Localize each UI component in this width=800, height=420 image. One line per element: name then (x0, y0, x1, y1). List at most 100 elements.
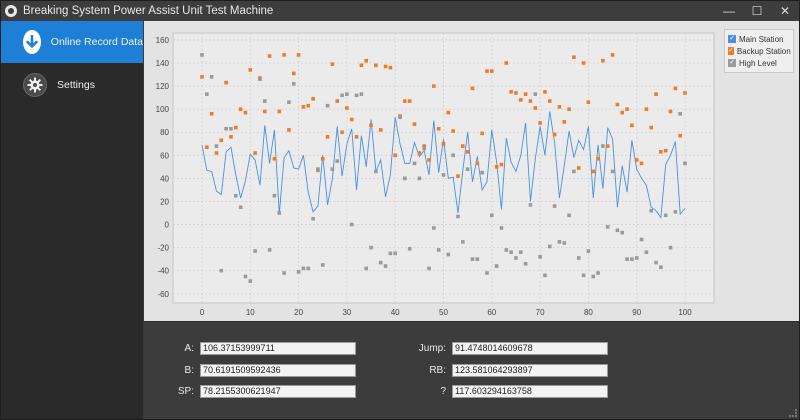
checkbox-checked-icon[interactable]: ✓ (728, 35, 736, 43)
high-level-point (272, 193, 277, 198)
high-level-point (325, 103, 330, 108)
high-level-point (287, 100, 291, 105)
high-level-point (644, 250, 649, 255)
backup-station-point (514, 91, 518, 95)
high-level-point (205, 92, 209, 96)
arrow-down-icon (23, 30, 41, 54)
backup-station-point (287, 128, 291, 132)
y-tick-label: 0 (165, 221, 170, 230)
high-level-point (543, 273, 547, 278)
backup-station-point (200, 75, 204, 79)
backup-station-point (364, 58, 369, 63)
backup-station-point (233, 125, 238, 130)
high-level-point (340, 93, 344, 98)
backup-station-point (620, 110, 625, 115)
x-tick-label: 50 (439, 308, 448, 317)
high-level-point (605, 225, 610, 229)
field-a-value[interactable]: 106.37153999711 (200, 341, 356, 355)
y-tick-label: 100 (156, 105, 170, 114)
x-tick-label: 30 (342, 308, 351, 317)
sidebar-item-settings[interactable]: Settings (1, 64, 143, 106)
field-rb-value[interactable]: 123.581064293897 (452, 363, 608, 377)
title-bar[interactable]: Breaking System Power Assist Unit Test M… (1, 1, 799, 21)
field-b: B: 70.6191509592436 (144, 363, 356, 377)
high-level-point (514, 256, 518, 260)
high-level-point (243, 274, 248, 279)
high-level-point (393, 251, 397, 256)
high-level-point (567, 213, 571, 218)
backup-station-point (610, 53, 615, 57)
backup-station-point (388, 65, 393, 70)
legend-item-high-level[interactable]: ✓ High Level (728, 57, 790, 69)
backup-station-point (205, 145, 209, 150)
backup-station-point (345, 106, 349, 110)
high-level-point (639, 237, 644, 242)
high-level-point (494, 264, 499, 268)
backup-station-point (248, 68, 253, 72)
field-jump: Jump: 91.4748014609678 (396, 341, 608, 355)
high-level-point (345, 92, 349, 96)
high-level-point (422, 146, 426, 151)
backup-station-point (219, 138, 224, 143)
backup-station-point (456, 174, 460, 178)
x-tick-label: 0 (200, 308, 205, 317)
high-level-point (398, 115, 402, 120)
backup-station-point (446, 110, 451, 115)
high-level-point (258, 77, 262, 81)
high-level-point (586, 249, 591, 253)
backup-station-point (354, 135, 359, 139)
backup-station-point (673, 86, 678, 91)
x-tick-label: 80 (584, 308, 593, 317)
high-level-point (369, 245, 373, 250)
checkbox-checked-icon[interactable]: ✓ (728, 47, 734, 55)
backup-station-point (596, 156, 600, 161)
high-level-point (456, 214, 460, 219)
backup-station-point (349, 117, 354, 122)
backup-station-point (432, 84, 436, 88)
backup-station-point (262, 109, 267, 114)
maximize-button[interactable]: ☐ (751, 4, 763, 18)
backup-station-point (659, 150, 663, 154)
high-level-point (475, 257, 480, 261)
chart: -60 -40 -20 0 20 40 60 80 100 120 140 160 0 10 20 30 40 5… (156, 32, 715, 317)
field-sp-value[interactable]: 78.2155300621947 (200, 384, 356, 398)
backup-station-point (552, 132, 557, 137)
field-rb-label: RB: (429, 364, 446, 376)
high-level-point (200, 53, 204, 57)
resize-grip[interactable] (789, 409, 797, 417)
high-level-point (499, 226, 504, 230)
backup-station-point (378, 128, 383, 132)
field-b-value[interactable]: 70.6191509592436 (200, 363, 356, 377)
legend-label: Backup Station (736, 46, 791, 56)
y-tick-label: 120 (156, 82, 170, 91)
sidebar-item-label: Online Record Data (50, 36, 143, 48)
field-q-value[interactable]: 117.603294163758 (452, 384, 608, 398)
checkbox-checked-icon[interactable]: ✓ (728, 59, 736, 67)
field-sp: SP: 78.2155300621947 (144, 384, 356, 398)
sidebar-item-online-record-data[interactable]: Online Record Data (1, 21, 143, 63)
backup-station-point (470, 86, 475, 91)
high-level-point (523, 261, 528, 266)
legend-item-main-station[interactable]: ✓ Main Station (728, 33, 790, 45)
backup-station-point (567, 107, 571, 111)
legend-item-backup-station[interactable]: ✓ Backup Station (728, 45, 791, 57)
backup-station-point (291, 71, 296, 76)
backup-station-point (557, 105, 562, 109)
high-level-point (620, 230, 625, 235)
high-level-point (238, 205, 243, 210)
field-sp-label: SP: (177, 385, 194, 397)
high-level-point (465, 167, 470, 171)
high-level-point (224, 126, 228, 131)
x-tick-label: 20 (294, 308, 303, 317)
chart-legend: ✓ Main Station ✓ Backup Station ✓ High L… (724, 29, 794, 73)
backup-station-point (591, 169, 596, 174)
backup-station-point (494, 165, 499, 169)
field-rb: RB: 123.581064293897 (396, 363, 608, 377)
backup-station-point (393, 153, 397, 158)
backup-station-point (451, 129, 455, 133)
field-jump-value[interactable]: 91.4748014609678 (452, 341, 608, 355)
high-level-point (461, 240, 465, 244)
sidebar: Online Record Data (1, 21, 143, 419)
close-button[interactable]: ✕ (779, 4, 791, 18)
minimize-button[interactable]: — (723, 4, 735, 18)
